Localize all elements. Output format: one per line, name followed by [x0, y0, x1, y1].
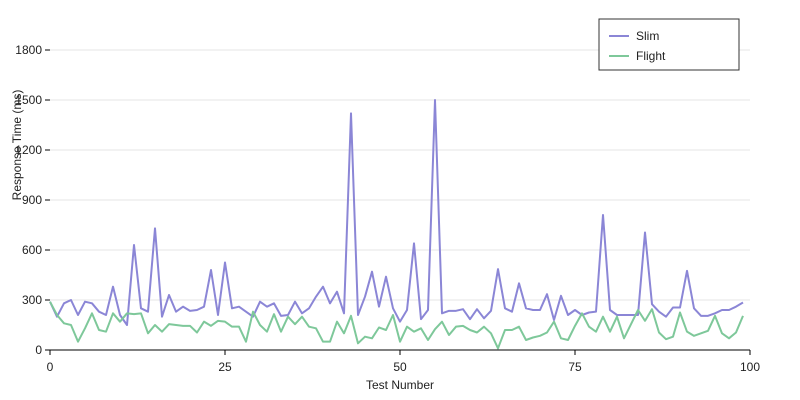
series-line-slim [49, 99, 744, 326]
y-tick-label: 300 [22, 293, 42, 307]
y-axis-title: Response Time (ms) [10, 90, 24, 201]
y-tick-label: 1800 [15, 43, 42, 57]
x-tick-label: 75 [568, 360, 582, 374]
y-tick-label: 0 [35, 343, 42, 357]
legend: Slim Flight [598, 18, 740, 71]
gridlines [50, 49, 750, 301]
y-tick-label: 600 [22, 243, 42, 257]
y-tick-label: 1500 [15, 93, 42, 107]
legend-label-flight: Flight [636, 49, 666, 63]
y-tick-label: 1200 [15, 143, 42, 157]
series-lines [49, 99, 744, 350]
x-axis-ticks: 0 25 50 75 100 [47, 350, 760, 374]
y-axis-ticks: 0 300 600 900 1200 1500 1800 [15, 43, 50, 357]
x-tick-label: 25 [218, 360, 232, 374]
y-tick-label: 900 [22, 193, 42, 207]
legend-box [598, 18, 740, 71]
x-tick-label: 100 [740, 360, 760, 374]
legend-label-slim: Slim [636, 29, 659, 43]
x-tick-label: 0 [47, 360, 54, 374]
x-tick-label: 50 [393, 360, 407, 374]
series-line-flight [49, 301, 744, 350]
x-axis-title: Test Number [366, 378, 434, 392]
